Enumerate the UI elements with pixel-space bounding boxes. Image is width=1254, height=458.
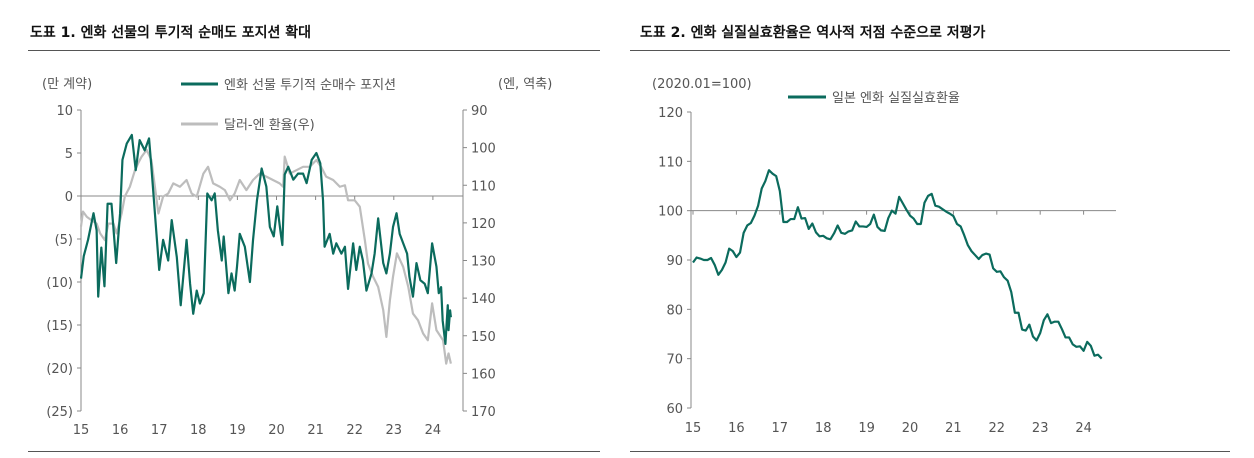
chart1-title: 도표 1. 엔화 선물의 투기적 순매도 포지션 확대 xyxy=(30,25,312,41)
chart2-y-tick-label: 110 xyxy=(658,155,683,170)
chart1-legend-fx: 달러-엔 환율(우) xyxy=(224,118,315,133)
chart2-top-rule xyxy=(630,50,1230,51)
chart2-x-tick-label: 18 xyxy=(815,421,832,436)
chart2-x-tick-label: 16 xyxy=(728,421,745,436)
chart2-y-tick-label: 80 xyxy=(666,303,683,318)
chart1-left-tick-label: (20) xyxy=(46,362,73,377)
chart1-left-tick-label: 0 xyxy=(65,190,73,205)
chart1-x-tick-label: 21 xyxy=(307,423,324,438)
chart1-right-tick-label: 130 xyxy=(471,255,496,270)
chart2-y-tick-label: 90 xyxy=(666,254,683,269)
chart2-x-tick-label: 22 xyxy=(989,421,1006,436)
chart1-x-tick-label: 20 xyxy=(268,423,285,438)
chart1-series-usdjpy xyxy=(79,148,452,365)
chart1-x-tick-label: 22 xyxy=(346,423,363,438)
chart2-legend-reer: 일본 엔화 실질실효환율 xyxy=(832,91,960,106)
chart1-series-net-position xyxy=(79,133,452,346)
chart2-x-tick-label: 15 xyxy=(685,421,702,436)
chart1-right-unit: (엔, 역축) xyxy=(498,77,552,92)
chart1-left-tick-label: 5 xyxy=(65,147,73,162)
chart2-x-tick-label: 17 xyxy=(772,421,789,436)
chart2-y-tick-label: 60 xyxy=(666,402,683,417)
chart2-x-tick-label: 20 xyxy=(902,421,919,436)
chart1-x-tick-label: 16 xyxy=(112,423,129,438)
chart1-top-rule xyxy=(28,50,600,51)
chart2-series-reer xyxy=(692,169,1103,360)
chart2-y-tick-label: 70 xyxy=(666,353,683,368)
chart2-unit: (2020.01=100) xyxy=(652,77,752,92)
chart2-x-tick-label: 23 xyxy=(1032,421,1049,436)
chart2-title: 도표 2. 엔화 실질실효환율은 역사적 저점 수준으로 저평가 xyxy=(640,25,986,41)
chart1-right-tick-label: 170 xyxy=(471,405,496,420)
chart1-x-tick-label: 15 xyxy=(73,423,90,438)
chart1-legend-position: 엔화 선물 투기적 순매수 포지션 xyxy=(224,78,396,93)
chart2-bottom-rule xyxy=(630,451,1230,452)
chart1-right-tick-label: 160 xyxy=(471,367,496,382)
chart1-x-tick-label: 17 xyxy=(151,423,168,438)
chart1-right-tick-label: 140 xyxy=(471,292,496,307)
chart1-right-tick-label: 120 xyxy=(471,217,496,232)
chart2-x-tick-label: 21 xyxy=(945,421,962,436)
chart1-left-unit: (만 계약) xyxy=(42,77,92,92)
chart2-x-tick-label: 19 xyxy=(858,421,875,436)
chart2-y-tick-label: 120 xyxy=(658,106,683,121)
chart1-x-tick-label: 18 xyxy=(190,423,207,438)
chart1-right-tick-label: 110 xyxy=(471,179,496,194)
chart1-right-tick-label: 100 xyxy=(471,142,496,157)
chart1-right-tick-label: 150 xyxy=(471,330,496,345)
chart1-left-tick-label: (15) xyxy=(46,319,73,334)
chart1-left-tick-label: 10 xyxy=(56,104,73,119)
chart1-x-tick-label: 23 xyxy=(386,423,403,438)
chart1-x-tick-label: 24 xyxy=(425,423,442,438)
chart1-left-tick-label: (5) xyxy=(55,233,73,248)
chart1-bottom-rule xyxy=(28,451,600,452)
chart1-left-tick-label: (25) xyxy=(46,405,73,420)
chart2-x-tick-label: 24 xyxy=(1075,421,1092,436)
chart1-left-tick-label: (10) xyxy=(46,276,73,291)
chart1-right-tick-label: 90 xyxy=(471,104,488,119)
chart2-y-tick-label: 100 xyxy=(658,205,683,220)
chart1-x-tick-label: 19 xyxy=(229,423,246,438)
